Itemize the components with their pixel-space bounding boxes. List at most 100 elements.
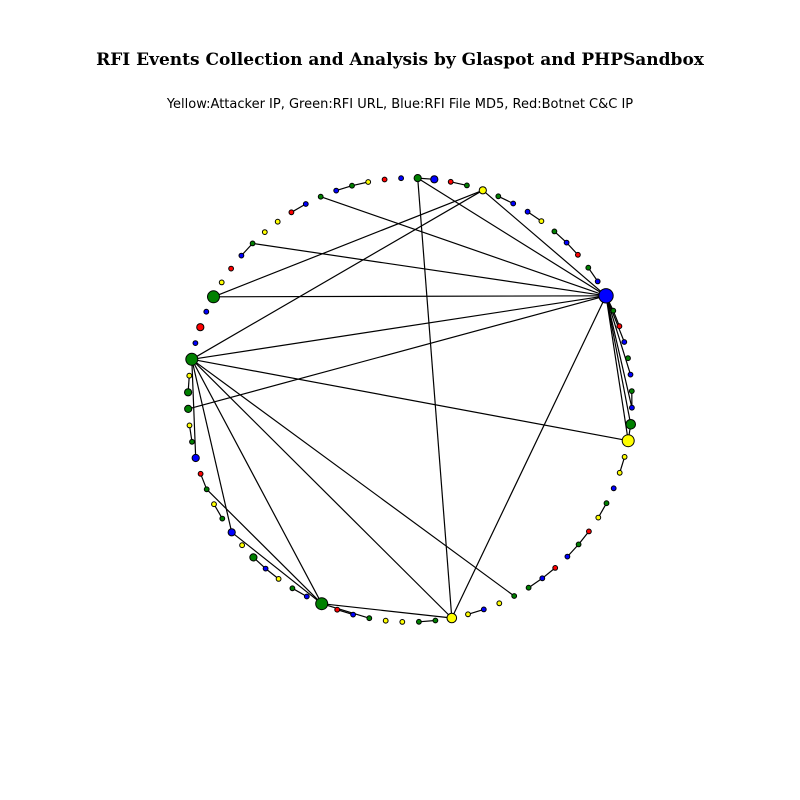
graph-edge — [191, 358, 629, 442]
rfi-url-node — [585, 264, 592, 271]
graph-edge — [605, 295, 632, 425]
rfi-file-md5-node — [333, 187, 340, 194]
attacker-ip-node — [382, 617, 389, 624]
edge-layer — [187, 177, 633, 623]
graph-edge — [213, 295, 607, 298]
rfi-url-node — [185, 352, 199, 366]
rfi-file-md5-node — [594, 278, 601, 285]
rfi-url-node — [249, 240, 256, 247]
rfi-url-node — [184, 404, 193, 413]
graph-edge — [451, 295, 607, 619]
rfi-url-node — [184, 388, 193, 397]
attacker-ip-node — [274, 218, 281, 225]
rfi-url-node — [464, 182, 470, 189]
attacker-ip-node — [621, 454, 628, 460]
rfi-file-md5-node — [227, 528, 236, 537]
rfi-file-md5-node — [563, 239, 570, 246]
attacker-ip-node — [261, 229, 268, 236]
rfi-file-md5-node — [302, 201, 309, 207]
rfi-file-md5-node — [192, 340, 199, 347]
botnet-cc-ip-node — [197, 470, 204, 477]
rfi-url-node — [366, 615, 373, 622]
attacker-ip-node — [275, 576, 282, 582]
rfi-url-node — [625, 419, 637, 430]
rfi-url-node — [416, 618, 422, 625]
rfi-url-node — [413, 174, 422, 183]
rfi-file-md5-node — [629, 404, 635, 411]
graph-edge — [191, 189, 484, 360]
botnet-cc-ip-node — [586, 528, 592, 535]
rfi-file-md5-node — [350, 611, 357, 618]
rfi-url-node — [551, 228, 558, 235]
rfi-url-node — [575, 541, 582, 548]
rfi-url-node — [249, 553, 258, 562]
attacker-ip-node — [186, 372, 193, 379]
attacker-ip-node — [211, 501, 217, 508]
attacker-ip-node — [616, 469, 623, 476]
graph-edge — [605, 295, 632, 375]
graph-edge — [206, 488, 323, 605]
graph-edge — [320, 196, 607, 297]
chart-title: RFI Events Collection and Analysis by Gl… — [96, 50, 704, 70]
rfi-url-node — [349, 182, 355, 189]
graph-edge — [213, 189, 484, 298]
graph-edge — [605, 295, 633, 408]
botnet-cc-ip-node — [447, 178, 454, 185]
rfi-url-node — [207, 290, 220, 304]
rfi-url-node — [219, 515, 226, 522]
rfi-url-node — [525, 584, 532, 591]
botnet-cc-ip-node — [196, 323, 205, 332]
attacker-ip-node — [496, 600, 503, 607]
attacker-ip-node — [595, 514, 602, 521]
graph-edge — [191, 359, 233, 533]
graph-edge — [191, 295, 607, 360]
rfi-url-node — [628, 388, 635, 395]
rfi-url-node — [315, 597, 329, 611]
rfi-url-node — [189, 438, 195, 445]
botnet-cc-ip-node — [288, 209, 295, 216]
graph-edge — [321, 603, 370, 619]
rfi-file-md5-node — [262, 565, 269, 572]
rfi-file-md5-node — [621, 339, 628, 345]
rfi-file-md5-node — [480, 606, 487, 613]
graph-edge — [188, 295, 607, 410]
rfi-file-md5-node — [524, 208, 531, 215]
rfi-url-node — [203, 486, 210, 493]
graph-edge — [191, 359, 197, 459]
rfi-url-node — [289, 585, 296, 592]
botnet-cc-ip-node — [334, 606, 341, 613]
rfi-file-md5-node — [598, 288, 614, 304]
attacker-ip-node — [239, 542, 246, 549]
rfi-url-node — [625, 355, 631, 362]
rfi-url-node — [603, 500, 610, 507]
rfi-file-md5-node — [191, 453, 200, 463]
attacker-ip-node — [478, 186, 487, 195]
attacker-ip-node — [218, 279, 225, 286]
attacker-ip-node — [621, 434, 635, 448]
rfi-file-md5-node — [303, 593, 310, 600]
graph-edge — [191, 358, 453, 619]
rfi-file-md5-node — [627, 371, 634, 378]
attacker-ip-node — [365, 179, 372, 185]
rfi-file-md5-node — [238, 252, 245, 259]
rfi-file-md5-node — [203, 308, 210, 315]
botnet-cc-ip-node — [575, 251, 581, 258]
graph-edge — [252, 242, 607, 297]
graph-edge — [417, 177, 607, 297]
rfi-file-md5-node — [539, 575, 546, 582]
graph-edge — [417, 178, 453, 619]
attacker-ip-node — [399, 619, 406, 625]
graph-edge — [321, 603, 452, 619]
graph-edge — [231, 531, 323, 605]
botnet-cc-ip-node — [552, 565, 559, 571]
rfi-file-md5-node — [398, 175, 405, 182]
attacker-ip-node — [186, 422, 193, 429]
node-layer — [184, 174, 637, 625]
attacker-ip-node — [538, 218, 545, 225]
chart-subtitle: Yellow:Attacker IP, Green:RFI URL, Blue:… — [166, 97, 634, 112]
graph-edge — [191, 359, 323, 604]
graph-edge — [482, 189, 607, 297]
rfi-file-md5-node — [564, 553, 571, 560]
graph-edge — [191, 358, 515, 597]
